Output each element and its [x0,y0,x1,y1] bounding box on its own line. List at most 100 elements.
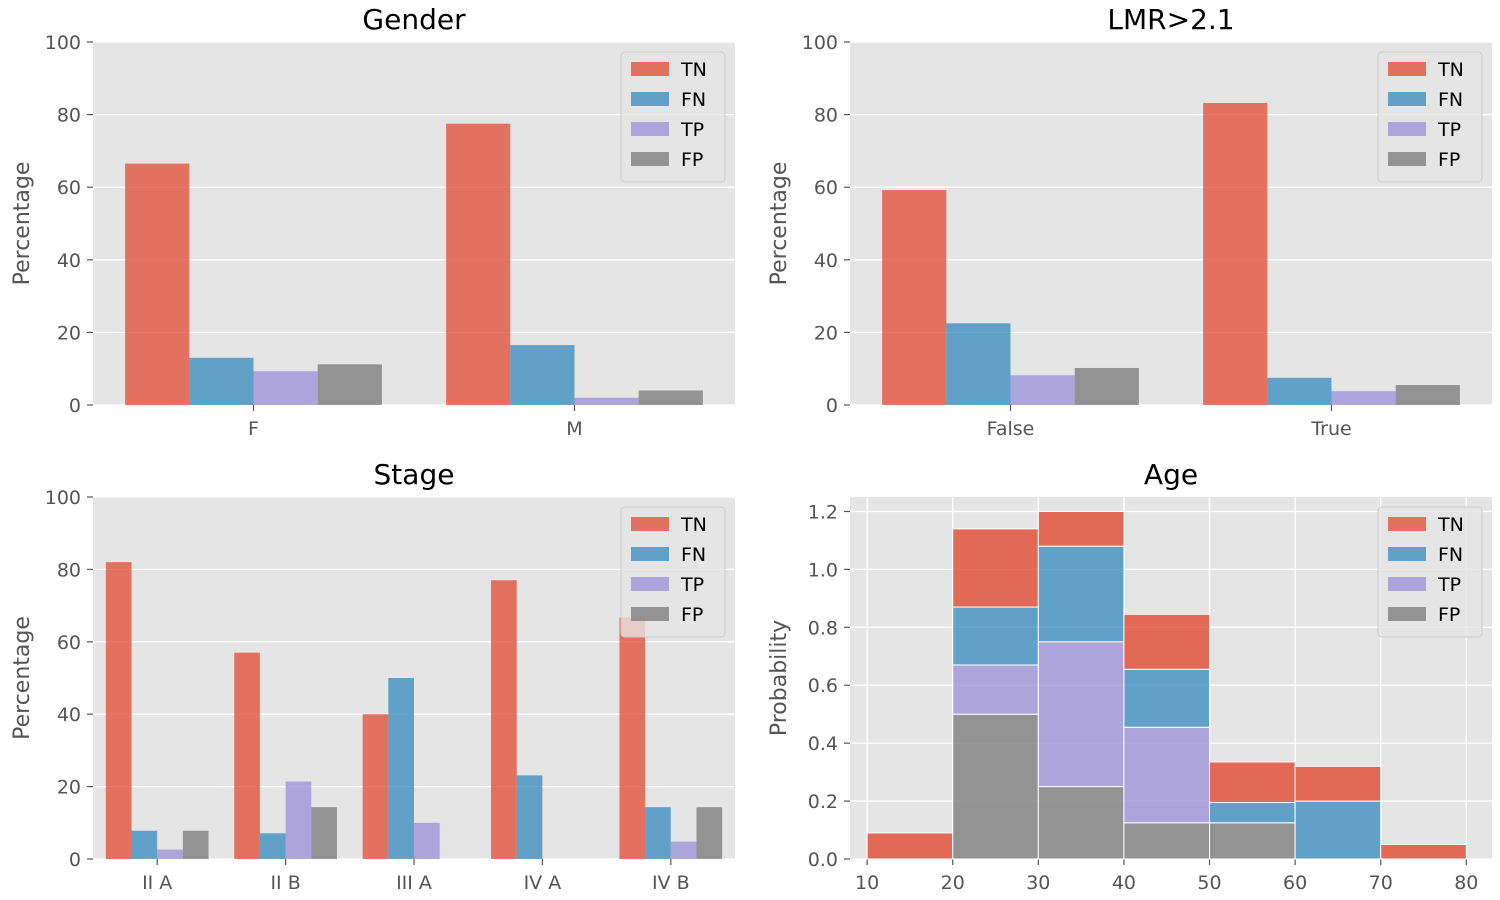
y-tick-label: 60 [814,177,838,199]
chart-panel-2: 0 20 40 60 80 100 False True LMR>2.1 Percentage TN… [767,3,1492,440]
y-axis-title: Probability [767,620,792,736]
y-tick-label: 20 [57,322,81,344]
x-tick-label: 30 [1026,872,1050,894]
bar-fn-iib [259,833,286,859]
bar-tp-ivb [670,841,697,859]
legend-swatch-fn [1388,92,1426,106]
x-tick-label: 20 [941,872,965,894]
hist-bar-fn-bin-2 [952,606,1039,666]
legend-swatch-tp [631,577,669,591]
hist-bar-tn-bin-1 [866,832,954,860]
legend-label-fp: FP [1438,149,1460,171]
bar-fn-false [946,323,1011,405]
legend-box [1377,51,1483,183]
x-tick-label: 10 [855,872,879,894]
x-tick-label: IV B [652,872,690,894]
chart-panel-4: 0.0 0.2 0.4 0.6 0.8 1.0 1.2 10 20 30 40 50 60 70 80 Age… [767,458,1492,894]
bar-tn-iia [105,562,132,859]
legend-swatch-tp [631,122,669,136]
bar-fp-iia [182,830,209,859]
bar-tn-iva [491,580,517,859]
y-tick-label: 0.4 [808,733,838,755]
legend-box [620,51,726,183]
bar-fn-iiia [388,678,414,859]
x-tick-label: 40 [1112,872,1136,894]
y-tick-label: 60 [57,632,81,654]
y-tick-label: 80 [57,105,81,127]
chart-title: Age [1144,458,1198,491]
y-axis-title: Percentage [10,162,35,286]
hist-bar-tn-bin-7 [1380,844,1467,860]
bar-fn-ivb [645,807,671,859]
legend-swatch-fn [631,547,669,561]
legend-label-tn: TN [1437,514,1464,536]
y-tick-label: 0.0 [808,849,838,871]
legend-swatch-fp [1388,607,1426,621]
hist-bar-tp-bin-4 [1123,726,1211,824]
hist-bar-tp-bin-3 [1037,641,1125,788]
bar-tn-f [125,163,190,405]
bar-tp-true [1331,391,1396,405]
y-tick-label: 40 [57,704,81,726]
x-tick-label: 50 [1197,872,1221,894]
legend-label-fn: FN [681,89,706,111]
legend-swatch-tn [1388,517,1426,531]
chart-title: LMR>2.1 [1107,3,1234,36]
chart-title: Gender [362,3,466,36]
legend-swatch-fn [1388,547,1426,561]
bar-fn-true [1267,377,1332,405]
hist-bar-fp-bin-3 [1037,786,1125,860]
bar-fp-iib [311,807,337,859]
bar-tn-iiia [362,714,389,859]
y-axis-title: Percentage [10,616,35,740]
y-tick-label: 20 [57,777,81,799]
legend-label-fn: FN [1438,89,1463,111]
bar-tp-iiia [414,822,440,859]
y-tick-label: 40 [814,250,838,272]
legend-swatch-tp [1388,122,1426,136]
bar-fn-f [189,357,254,405]
legend-label-fn: FN [1438,544,1463,566]
x-tick-label: M [566,418,582,440]
legend-label-tp: TP [1437,119,1461,141]
legend-label-fp: FP [1438,604,1460,626]
x-tick-label: False [987,418,1035,440]
legend-swatch-fp [1388,152,1426,166]
x-tick-label: 80 [1454,872,1478,894]
bar-tp-m [574,397,639,405]
x-tick-label: 60 [1283,872,1307,894]
bar-tn-true [1203,102,1268,405]
y-tick-label: 80 [57,559,81,581]
chart-panel-1: 0 20 40 60 80 100 F M Gender Percentage TN FN TP FP [10,3,735,440]
legend-box [1377,506,1483,638]
bar-tn-m [446,123,511,406]
bar-fp-ivb [696,807,723,859]
y-tick-label: 0.8 [808,617,838,639]
legend-label-tn: TN [1437,59,1464,81]
y-tick-label: 0 [69,395,81,417]
legend-swatch-tn [631,62,669,76]
legend-swatch-tn [1388,62,1426,76]
legend-swatch-fp [631,607,669,621]
bar-tp-f [253,371,318,405]
chart-title: Stage [374,458,455,491]
legend-label-tn: TN [680,514,707,536]
x-tick-label: True [1310,418,1351,440]
legend-label-tp: TP [680,574,704,596]
hist-bar-fn-bin-4 [1123,668,1211,728]
hist-bar-tn-bin-6 [1294,765,1382,802]
hist-bar-fn-bin-3 [1037,545,1125,643]
legend-swatch-fp [631,152,669,166]
y-tick-label: 40 [57,250,81,272]
bar-tp-iib [285,781,312,859]
y-tick-label: 20 [814,322,838,344]
legend-label-fp: FP [681,149,703,171]
y-tick-label: 1.2 [808,501,838,523]
x-tick-label: F [248,418,259,440]
y-tick-label: 0.2 [808,791,838,813]
x-tick-label: III A [396,872,432,894]
x-tick-label: IV A [524,872,562,894]
bar-tp-false [1010,375,1075,405]
x-tick-label: II B [270,872,300,894]
hist-bar-tp-bin-2 [952,664,1039,715]
